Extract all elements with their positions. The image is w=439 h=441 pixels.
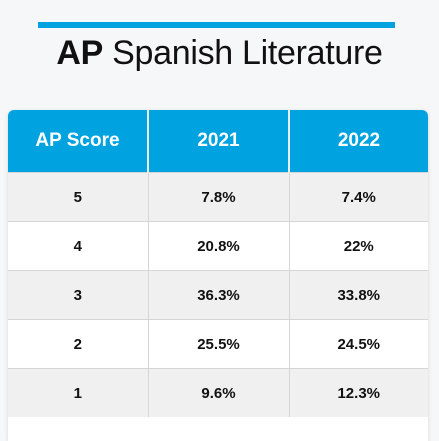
percent-2022-cell: 12.3%: [289, 368, 428, 417]
percent-2021-cell: 7.8%: [148, 172, 290, 222]
table-row: 1 9.6% 12.3%: [8, 368, 428, 417]
page-title-regular: Spanish Literature: [112, 34, 383, 72]
header-2021: 2021: [148, 110, 290, 173]
table-row: 3 36.3% 33.8%: [8, 270, 428, 320]
accent-bar: [38, 22, 395, 28]
score-cell: 4: [8, 221, 149, 271]
percent-2022-cell: 24.5%: [289, 319, 428, 369]
percent-2021-cell: 20.8%: [148, 221, 290, 271]
percent-2021-cell: 9.6%: [148, 368, 290, 417]
table-body: 5 7.8% 7.4% 4 20.8% 22% 3 36.3% 33.8% 2 …: [8, 172, 428, 417]
table-header: AP Score 2021 2022: [8, 110, 428, 173]
table-row: 2 25.5% 24.5%: [8, 319, 428, 369]
percent-2021-cell: 36.3%: [148, 270, 290, 320]
header-row: AP Score 2021 2022: [8, 110, 428, 173]
score-cell: 5: [8, 172, 149, 222]
page-title: AP Spanish Literature: [0, 33, 439, 73]
score-cell: 3: [8, 270, 149, 320]
percent-2022-cell: 7.4%: [289, 172, 428, 222]
score-cell: 1: [8, 368, 149, 417]
header-ap-score: AP Score: [8, 110, 149, 173]
score-cell: 2: [8, 319, 149, 369]
table-row: 4 20.8% 22%: [8, 221, 428, 271]
percent-2022-cell: 33.8%: [289, 270, 428, 320]
score-table-card: AP Score 2021 2022 5 7.8% 7.4% 4 20.8% 2…: [8, 110, 428, 441]
score-table: AP Score 2021 2022 5 7.8% 7.4% 4 20.8% 2…: [8, 110, 428, 417]
percent-2021-cell: 25.5%: [148, 319, 290, 369]
table-row: 5 7.8% 7.4%: [8, 172, 428, 222]
percent-2022-cell: 22%: [289, 221, 428, 271]
header-2022: 2022: [289, 110, 428, 173]
page-title-bold: AP: [56, 34, 103, 72]
